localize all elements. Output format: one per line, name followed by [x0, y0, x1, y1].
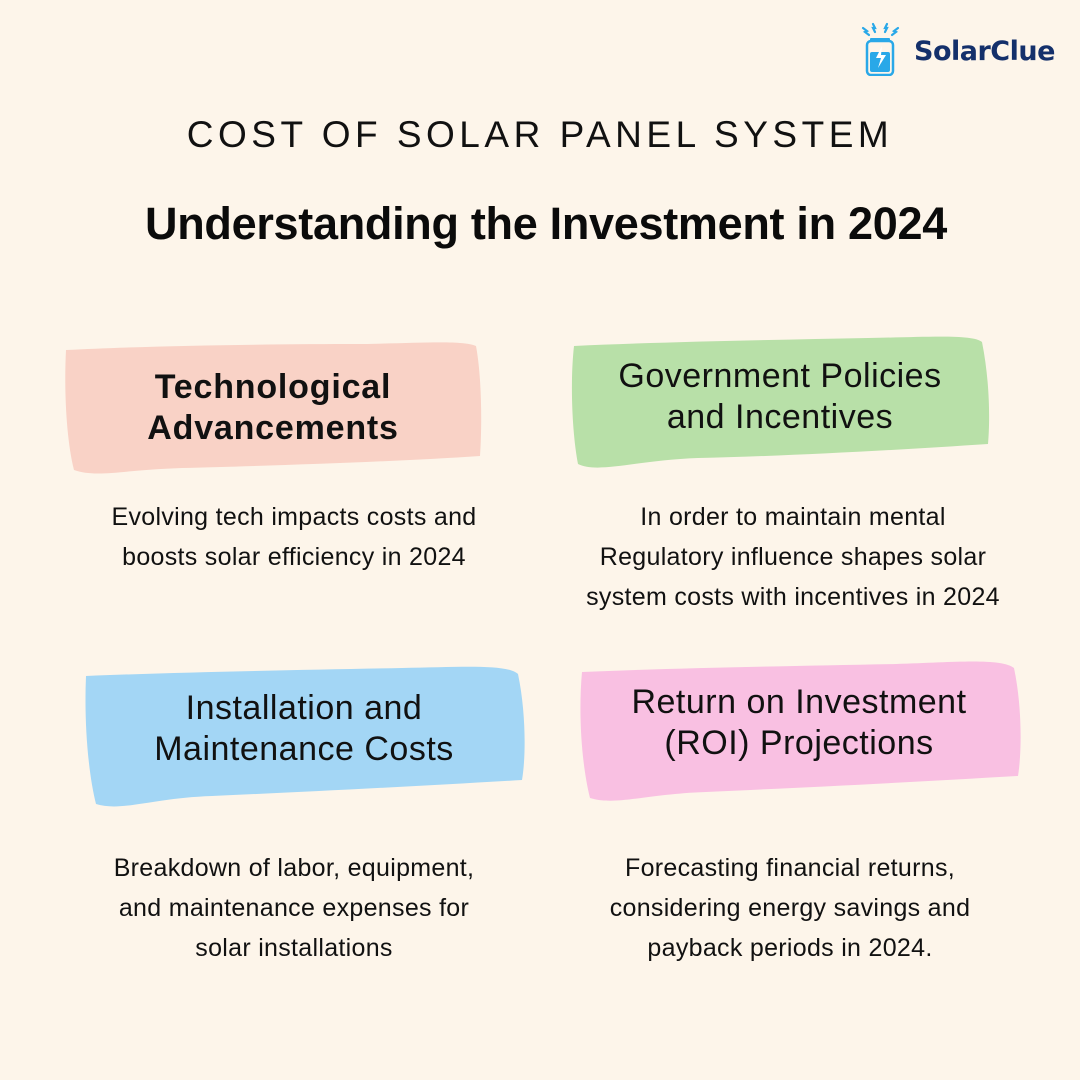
card-description: Evolving tech impacts costs and boosts s…	[111, 503, 477, 571]
card-title: Installation and Maintenance Costs	[154, 689, 454, 768]
card-background-blob	[62, 338, 484, 478]
card-government-policies: Government Policies and Incentives	[568, 332, 992, 474]
card-title: Return on Investment (ROI) Projections	[631, 683, 967, 762]
card-title: Technological Advancements	[147, 368, 399, 447]
card-technological-advancements: Technological Advancements	[62, 338, 484, 478]
brand-name: SolarClue	[914, 36, 1055, 67]
card-installation-maintenance: Installation and Maintenance Costs	[82, 662, 526, 812]
page-title: Understanding the Investment in 2024	[145, 198, 947, 249]
card-background-blob	[576, 656, 1022, 806]
card-roi-projections: Return on Investment (ROI) Projections	[576, 656, 1022, 806]
card-description: Forecasting financial returns, consideri…	[609, 854, 971, 962]
card-background-blob	[82, 662, 526, 812]
page-kicker: COST OF SOLAR PANEL SYSTEM	[186, 114, 894, 155]
brand-logo: SolarClue	[860, 22, 1055, 81]
battery-lightning-icon	[860, 22, 906, 81]
card-description: Breakdown of labor, equipment, and maint…	[113, 854, 475, 962]
card-description: In order to maintain mental Regulatory i…	[586, 503, 1000, 611]
card-title: Government Policies and Incentives	[618, 357, 942, 436]
card-background-blob	[568, 332, 992, 474]
